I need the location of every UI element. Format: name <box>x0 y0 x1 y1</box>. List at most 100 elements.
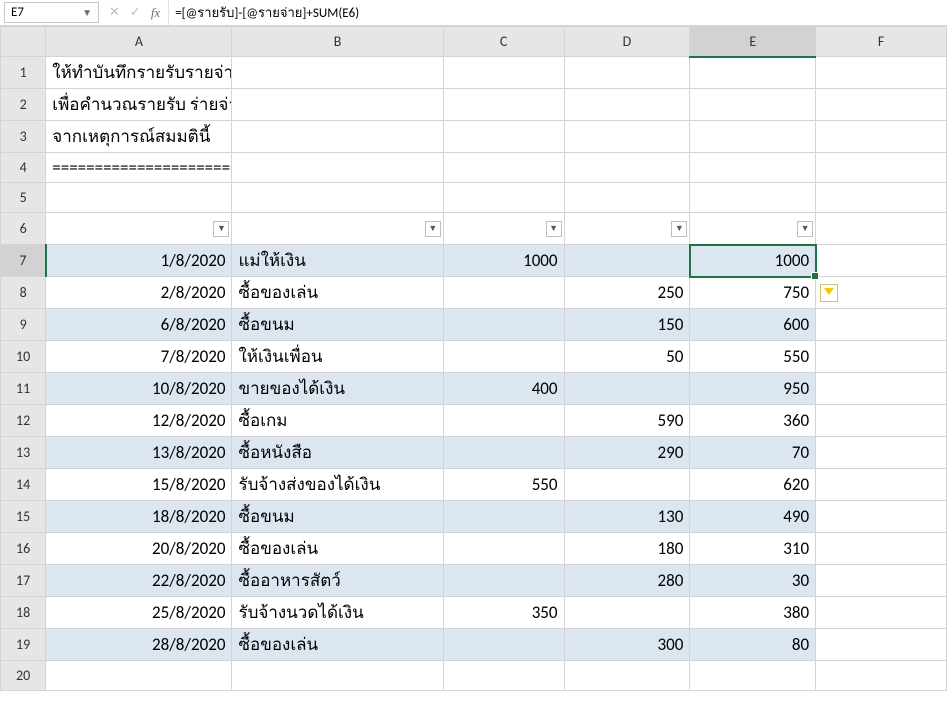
cell-E18[interactable]: 380 <box>690 597 816 629</box>
row-header-10[interactable]: 10 <box>1 341 46 373</box>
cell-D11[interactable] <box>564 373 690 405</box>
cell-A11[interactable]: 10/8/2020 <box>46 373 232 405</box>
cell-B20[interactable] <box>232 661 443 691</box>
cell-E5[interactable] <box>690 183 816 213</box>
cell-D20[interactable] <box>564 661 690 691</box>
cell-C8[interactable] <box>443 277 564 309</box>
row-header-19[interactable]: 19 <box>1 629 46 661</box>
cell-A18[interactable]: 25/8/2020 <box>46 597 232 629</box>
row-header-16[interactable]: 16 <box>1 533 46 565</box>
select-all-corner[interactable] <box>1 27 46 57</box>
row-header-13[interactable]: 13 <box>1 437 46 469</box>
row-header-3[interactable]: 3 <box>1 121 46 153</box>
cell-B9[interactable]: ซื้อขนม <box>232 309 443 341</box>
col-header-F[interactable]: F <box>816 27 947 57</box>
name-box[interactable]: E7 ▼ <box>4 2 99 23</box>
cell-D15[interactable]: 130 <box>564 501 690 533</box>
cell-B19[interactable]: ซื้อของเล่น <box>232 629 443 661</box>
cell-F14[interactable] <box>816 469 947 501</box>
cell-F1[interactable] <box>816 57 947 89</box>
cell-D7[interactable] <box>564 245 690 277</box>
cell-B16[interactable]: ซื้อของเล่น <box>232 533 443 565</box>
cell-E1[interactable] <box>690 57 816 89</box>
cell-F20[interactable] <box>816 661 947 691</box>
cell-D8[interactable]: 250 <box>564 277 690 309</box>
row-header-14[interactable]: 14 <box>1 469 46 501</box>
cell-E10[interactable]: 550 <box>690 341 816 373</box>
cell-C3[interactable] <box>443 121 564 153</box>
cell-D1[interactable] <box>564 57 690 89</box>
col-header-E[interactable]: E <box>690 27 816 57</box>
row-header-7[interactable]: 7 <box>1 245 46 277</box>
row-header-18[interactable]: 18 <box>1 597 46 629</box>
cell-B1[interactable] <box>232 57 443 89</box>
cell-B13[interactable]: ซื้อหนังสือ <box>232 437 443 469</box>
cell-F15[interactable] <box>816 501 947 533</box>
cell-A1[interactable]: ให้ทำบันทึกรายรับรายจ่ายใน Excel <box>46 57 232 89</box>
cell-C20[interactable] <box>443 661 564 691</box>
cell-F12[interactable] <box>816 405 947 437</box>
cell-B18[interactable]: รับจ้างนวดได้เงิน <box>232 597 443 629</box>
cell-D9[interactable]: 150 <box>564 309 690 341</box>
cell-C15[interactable] <box>443 501 564 533</box>
cell-E4[interactable] <box>690 153 816 183</box>
cell-D19[interactable]: 300 <box>564 629 690 661</box>
table-header-date[interactable]: วันที่▼ <box>46 213 232 245</box>
cell-C17[interactable] <box>443 565 564 597</box>
cell-F17[interactable] <box>816 565 947 597</box>
enter-icon[interactable]: ✓ <box>130 5 141 20</box>
row-header-9[interactable]: 9 <box>1 309 46 341</box>
col-header-D[interactable]: D <box>564 27 690 57</box>
cell-C2[interactable] <box>443 89 564 121</box>
cell-F3[interactable] <box>816 121 947 153</box>
cell-C10[interactable] <box>443 341 564 373</box>
cell-C5[interactable] <box>443 183 564 213</box>
table-header-expense[interactable]: รายจ่าย▼ <box>564 213 690 245</box>
cell-F11[interactable] <box>816 373 947 405</box>
cell-D4[interactable] <box>564 153 690 183</box>
cell-F5[interactable] <box>816 183 947 213</box>
filter-button-item[interactable]: ▼ <box>425 221 441 237</box>
row-header-2[interactable]: 2 <box>1 89 46 121</box>
cell-C18[interactable]: 350 <box>443 597 564 629</box>
cell-B2[interactable] <box>232 89 443 121</box>
cell-A13[interactable]: 13/8/2020 <box>46 437 232 469</box>
cell-A19[interactable]: 28/8/2020 <box>46 629 232 661</box>
cell-E14[interactable]: 620 <box>690 469 816 501</box>
cell-C4[interactable] <box>443 153 564 183</box>
col-header-B[interactable]: B <box>232 27 443 57</box>
cell-B12[interactable]: ซื้อเกม <box>232 405 443 437</box>
cell-E7[interactable]: 1000 <box>690 245 816 277</box>
cell-E3[interactable] <box>690 121 816 153</box>
cell-F18[interactable] <box>816 597 947 629</box>
cell-E17[interactable]: 30 <box>690 565 816 597</box>
row-header-12[interactable]: 12 <box>1 405 46 437</box>
fx-icon[interactable]: fx <box>151 5 160 21</box>
cell-A12[interactable]: 12/8/2020 <box>46 405 232 437</box>
cell-C7[interactable]: 1000 <box>443 245 564 277</box>
cell-D10[interactable]: 50 <box>564 341 690 373</box>
row-header-1[interactable]: 1 <box>1 57 46 89</box>
cell-F8[interactable] <box>816 277 947 309</box>
name-box-dropdown-icon[interactable]: ▼ <box>82 6 92 19</box>
filter-button-income[interactable]: ▼ <box>546 221 562 237</box>
cell-C9[interactable] <box>443 309 564 341</box>
cell-A8[interactable]: 2/8/2020 <box>46 277 232 309</box>
cell-C16[interactable] <box>443 533 564 565</box>
cell-F9[interactable] <box>816 309 947 341</box>
cell-A3[interactable]: จากเหตุการณ์สมมตินี้ <box>46 121 232 153</box>
cell-E16[interactable]: 310 <box>690 533 816 565</box>
cell-D17[interactable]: 280 <box>564 565 690 597</box>
cell-B11[interactable]: ขายของได้เงิน <box>232 373 443 405</box>
cell-F16[interactable] <box>816 533 947 565</box>
cell-C1[interactable] <box>443 57 564 89</box>
row-header-6[interactable]: 6 <box>1 213 46 245</box>
cell-E15[interactable]: 490 <box>690 501 816 533</box>
worksheet[interactable]: ABCDEF1ให้ทำบันทึกรายรับรายจ่ายใน Excel2… <box>0 26 947 691</box>
cell-E9[interactable]: 600 <box>690 309 816 341</box>
cell-C12[interactable] <box>443 405 564 437</box>
filter-button-expense[interactable]: ▼ <box>671 221 687 237</box>
col-header-C[interactable]: C <box>443 27 564 57</box>
cell-E20[interactable] <box>690 661 816 691</box>
cell-D14[interactable] <box>564 469 690 501</box>
